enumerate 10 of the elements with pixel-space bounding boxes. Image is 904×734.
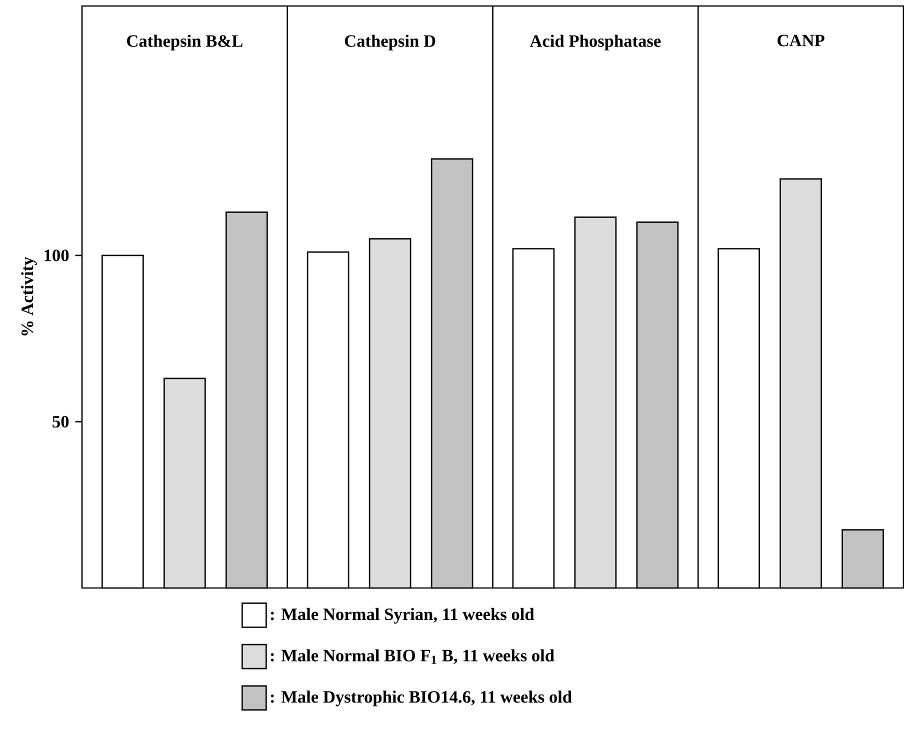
- legend-label: : Male Dystrophic BIO14.6, 11 weeks old: [270, 690, 572, 706]
- legend-label: : Male Normal Syrian, 11 weeks old: [270, 608, 534, 624]
- y-axis-title: % Activity: [21, 256, 37, 336]
- x-tick-label: Cathepsin D: [344, 34, 436, 50]
- y-tick-label: 50: [52, 416, 69, 428]
- y-tick-label: 100: [44, 250, 69, 262]
- x-tick-label: Cathepsin B&L: [127, 34, 242, 50]
- x-tick-label: Acid Phosphatase: [530, 34, 661, 50]
- legend-label: : Male Normal BIO F$_{1}$ B, 11 weeks old: [270, 649, 554, 664]
- x-tick-label: CANP: [778, 34, 824, 46]
